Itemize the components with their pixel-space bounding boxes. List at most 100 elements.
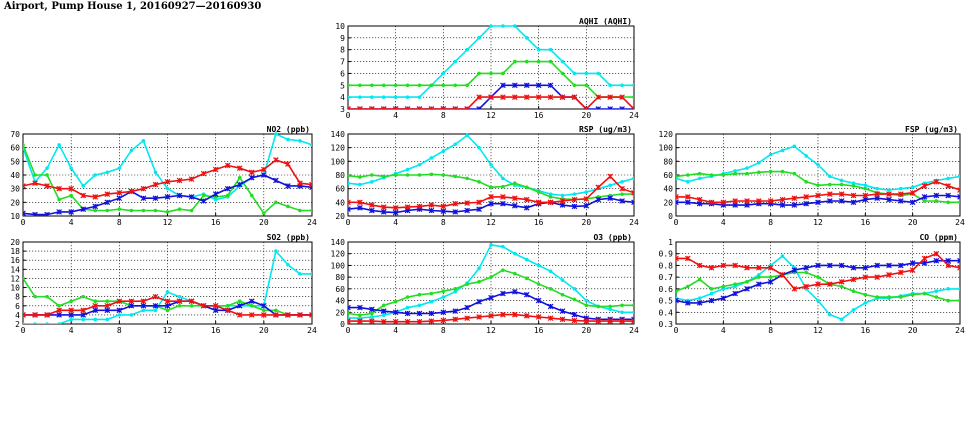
data-point: [850, 192, 857, 199]
data-point: [676, 199, 679, 206]
data-point: [440, 208, 447, 215]
x-tick-label: 20: [908, 326, 918, 335]
data-point: [464, 106, 470, 109]
y-tick-label: 120: [331, 250, 346, 259]
x-tick-label: 0: [21, 326, 26, 335]
data-point: [921, 260, 928, 266]
data-point: [547, 94, 554, 100]
data-point: [117, 313, 122, 317]
data-point: [441, 173, 446, 177]
data-point: [863, 186, 868, 191]
x-tick-label: 24: [629, 218, 639, 227]
data-point: [440, 203, 447, 210]
data-point: [404, 310, 411, 317]
data-point: [560, 292, 565, 297]
x-tick-label: 24: [955, 326, 965, 335]
data-point: [898, 191, 904, 197]
data-point: [81, 317, 86, 322]
data-point: [619, 94, 625, 100]
data-point: [417, 83, 422, 88]
data-point: [56, 185, 62, 192]
data-point: [428, 318, 435, 324]
data-point: [676, 289, 678, 293]
data-point: [380, 308, 387, 314]
data-point: [310, 208, 312, 213]
data-point: [369, 207, 375, 214]
data-point: [839, 178, 844, 183]
co-chart-title: CO (ppm): [919, 233, 958, 242]
data-point: [608, 304, 612, 309]
data-point: [572, 83, 577, 88]
data-point: [23, 322, 25, 324]
no2-grid: [23, 134, 312, 216]
data-point: [513, 271, 517, 276]
data-point: [393, 299, 398, 304]
data-point: [708, 199, 715, 206]
x-tick-label: 8: [768, 326, 773, 335]
data-point: [732, 290, 738, 297]
data-point: [501, 176, 505, 181]
x-tick-label: 8: [441, 111, 446, 120]
data-point: [744, 198, 750, 204]
data-point: [93, 317, 98, 322]
data-point: [572, 71, 577, 76]
data-point: [381, 83, 386, 88]
data-point: [153, 308, 158, 313]
data-point: [56, 312, 62, 318]
data-point: [33, 173, 37, 177]
x-tick-label: 4: [393, 218, 398, 227]
data-point: [348, 106, 351, 109]
data-point: [512, 82, 518, 89]
data-point: [357, 106, 363, 109]
data-point: [838, 198, 845, 204]
x-tick-label: 12: [813, 218, 823, 227]
data-point: [32, 312, 38, 318]
data-point: [910, 292, 915, 297]
data-point: [152, 195, 159, 202]
data-point: [815, 199, 821, 206]
data-point: [370, 95, 374, 99]
data-point: [153, 170, 158, 175]
data-point: [129, 313, 134, 317]
data-point: [697, 176, 702, 181]
data-point: [886, 191, 892, 197]
y-tick-label: 20: [10, 238, 20, 247]
data-point: [512, 311, 518, 318]
data-point: [828, 312, 832, 317]
data-point: [68, 312, 74, 318]
data-point: [309, 181, 312, 188]
data-point: [791, 195, 798, 202]
data-point: [631, 318, 634, 324]
x-tick-label: 12: [486, 326, 496, 335]
data-point: [358, 313, 362, 318]
y-tick-label: 0.4: [659, 308, 674, 317]
data-point: [838, 262, 845, 269]
y-tick-label: 0.8: [659, 261, 674, 270]
y-tick-label: 16: [10, 256, 20, 265]
data-point: [81, 184, 86, 188]
data-point: [92, 307, 99, 314]
data-point: [453, 83, 458, 88]
data-point: [92, 203, 99, 210]
data-point: [370, 311, 374, 316]
x-tick-label: 20: [908, 218, 918, 227]
data-point: [620, 310, 624, 315]
y-tick-label: 10: [10, 284, 20, 293]
o3-chart-title: O3 (ppb): [593, 233, 632, 242]
data-point: [164, 179, 171, 185]
data-point: [489, 275, 493, 279]
data-point: [224, 185, 231, 192]
data-point: [697, 277, 702, 282]
data-point: [416, 106, 423, 109]
data-point: [886, 262, 892, 269]
data-point: [141, 208, 146, 213]
data-point: [141, 308, 146, 313]
data-point: [584, 190, 589, 194]
data-point: [310, 143, 312, 147]
data-point: [945, 257, 951, 264]
data-point: [934, 199, 939, 203]
data-point: [513, 181, 517, 185]
data-point: [709, 287, 714, 291]
data-point: [488, 294, 494, 301]
data-point: [164, 302, 171, 309]
